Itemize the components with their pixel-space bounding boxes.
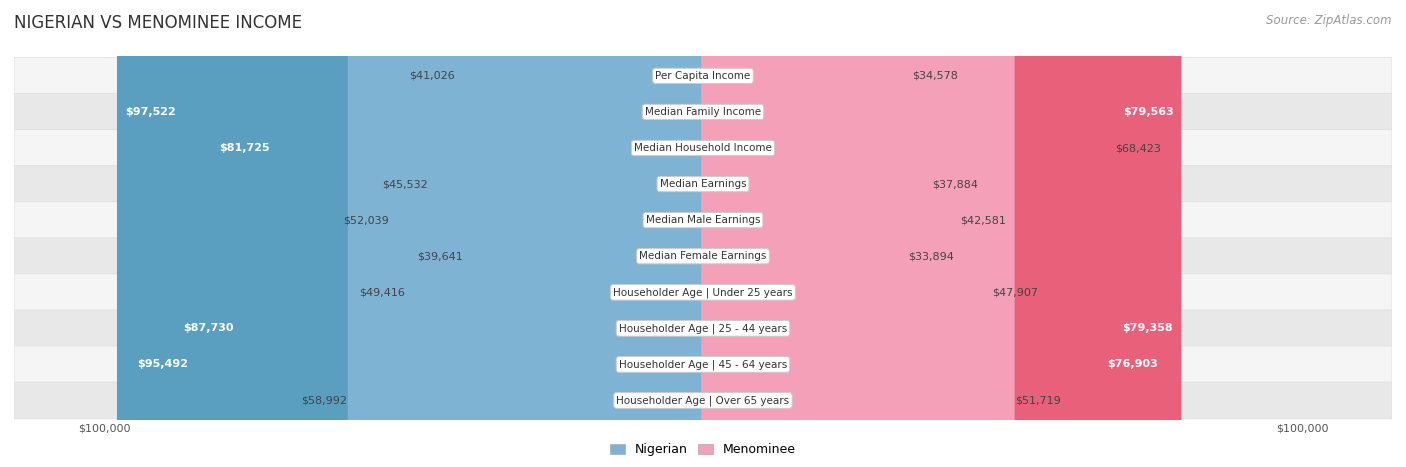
Text: NIGERIAN VS MENOMINEE INCOME: NIGERIAN VS MENOMINEE INCOME — [14, 14, 302, 32]
FancyBboxPatch shape — [14, 310, 1392, 347]
Text: $34,578: $34,578 — [912, 71, 959, 81]
FancyBboxPatch shape — [456, 0, 704, 467]
FancyBboxPatch shape — [14, 382, 1392, 419]
FancyBboxPatch shape — [702, 0, 932, 467]
FancyBboxPatch shape — [212, 0, 704, 467]
FancyBboxPatch shape — [14, 57, 1392, 94]
FancyBboxPatch shape — [702, 0, 960, 467]
FancyBboxPatch shape — [176, 0, 704, 467]
FancyBboxPatch shape — [14, 274, 1392, 311]
Text: $33,894: $33,894 — [908, 251, 955, 261]
Text: Median Female Earnings: Median Female Earnings — [640, 251, 766, 261]
FancyBboxPatch shape — [14, 202, 1392, 239]
Text: $41,026: $41,026 — [409, 71, 454, 81]
FancyBboxPatch shape — [702, 0, 1166, 467]
Text: $47,907: $47,907 — [993, 287, 1039, 297]
Text: $52,039: $52,039 — [343, 215, 389, 225]
Text: Source: ZipAtlas.com: Source: ZipAtlas.com — [1267, 14, 1392, 27]
FancyBboxPatch shape — [702, 0, 908, 467]
Text: $79,563: $79,563 — [1123, 107, 1174, 117]
Text: $68,423: $68,423 — [1115, 143, 1161, 153]
Text: $45,532: $45,532 — [382, 179, 427, 189]
FancyBboxPatch shape — [429, 0, 704, 467]
Text: $37,884: $37,884 — [932, 179, 979, 189]
Text: $76,903: $76,903 — [1107, 360, 1157, 369]
Text: Householder Age | 45 - 64 years: Householder Age | 45 - 64 years — [619, 359, 787, 370]
FancyBboxPatch shape — [14, 346, 1392, 383]
Text: $95,492: $95,492 — [136, 360, 188, 369]
Text: Median Household Income: Median Household Income — [634, 143, 772, 153]
Text: $51,719: $51,719 — [1015, 396, 1062, 405]
FancyBboxPatch shape — [14, 93, 1392, 130]
Text: Median Family Income: Median Family Income — [645, 107, 761, 117]
Text: Householder Age | Over 65 years: Householder Age | Over 65 years — [616, 395, 790, 406]
FancyBboxPatch shape — [702, 0, 1180, 467]
FancyBboxPatch shape — [14, 130, 1392, 166]
FancyBboxPatch shape — [405, 0, 704, 467]
Text: $58,992: $58,992 — [301, 396, 347, 405]
FancyBboxPatch shape — [702, 0, 991, 467]
Legend: Nigerian, Menominee: Nigerian, Menominee — [605, 439, 801, 461]
Text: Median Earnings: Median Earnings — [659, 179, 747, 189]
FancyBboxPatch shape — [702, 0, 912, 467]
Text: $79,358: $79,358 — [1122, 323, 1173, 333]
Text: Householder Age | Under 25 years: Householder Age | Under 25 years — [613, 287, 793, 297]
FancyBboxPatch shape — [702, 0, 1115, 467]
Text: $42,581: $42,581 — [960, 215, 1007, 225]
Text: $39,641: $39,641 — [418, 251, 463, 261]
FancyBboxPatch shape — [117, 0, 704, 467]
Text: $81,725: $81,725 — [219, 143, 270, 153]
FancyBboxPatch shape — [14, 238, 1392, 275]
Text: $97,522: $97,522 — [125, 107, 176, 117]
FancyBboxPatch shape — [347, 0, 704, 467]
Text: Per Capita Income: Per Capita Income — [655, 71, 751, 81]
FancyBboxPatch shape — [464, 0, 704, 467]
FancyBboxPatch shape — [129, 0, 704, 467]
Text: $49,416: $49,416 — [359, 287, 405, 297]
FancyBboxPatch shape — [14, 166, 1392, 203]
Text: $87,730: $87,730 — [183, 323, 233, 333]
FancyBboxPatch shape — [389, 0, 704, 467]
Text: Householder Age | 25 - 44 years: Householder Age | 25 - 44 years — [619, 323, 787, 333]
FancyBboxPatch shape — [702, 0, 1015, 467]
Text: Median Male Earnings: Median Male Earnings — [645, 215, 761, 225]
FancyBboxPatch shape — [702, 0, 1181, 467]
